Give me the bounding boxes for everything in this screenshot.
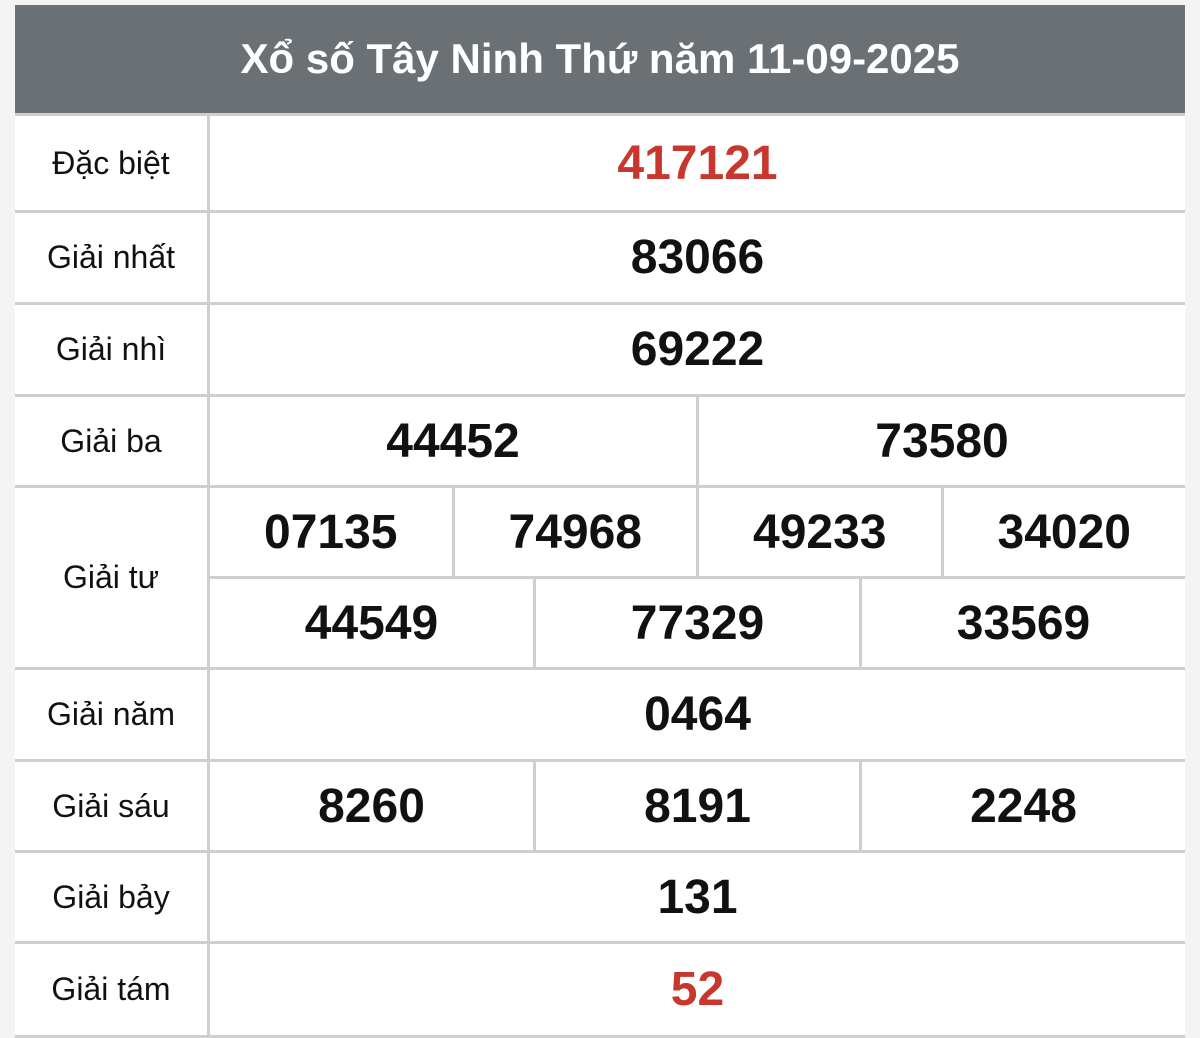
prize-label: Đặc biệt: [15, 116, 210, 210]
prize-number: 49233: [696, 488, 941, 576]
prize-number: 44452: [386, 414, 520, 468]
prize-number: 8191: [533, 762, 859, 850]
prize-row: Giải tư 07135 74968 49233 34020 44549 77329 335…: [15, 488, 1185, 670]
prize-number: 73580: [696, 397, 1185, 485]
prize-number: 69222: [630, 323, 765, 376]
prize-number: 131: [657, 870, 738, 924]
prize-label: Giải tám: [15, 944, 210, 1035]
prize-label: Giải sáu: [15, 762, 210, 850]
prize-row: Giải nhì 69222: [15, 305, 1185, 397]
prize-number: 83066: [630, 231, 765, 284]
prize-number: 07135: [264, 505, 398, 559]
prize-row: Giải ba 44452 73580: [15, 397, 1185, 488]
prize-number: 8260: [318, 779, 425, 833]
prize-row: Giải sáu 8260 8191 2248: [15, 762, 1185, 853]
prize-row: Đặc biệt 417121: [15, 116, 1185, 213]
prize-row: Giải bảy 131: [15, 853, 1185, 944]
prize-row: Giải tám 52: [15, 944, 1185, 1038]
prize-number: 74968: [451, 488, 697, 576]
prize-row: Giải năm 0464: [15, 670, 1185, 762]
prize-number: 2248: [859, 762, 1185, 850]
prize-number: 0464: [644, 688, 751, 741]
prize-row: Giải nhất 83066: [15, 213, 1185, 305]
prize-number: 52: [670, 963, 725, 1016]
prize-label: Giải bảy: [15, 853, 210, 941]
prize-label: Giải nhì: [15, 305, 210, 394]
prize-label: Giải nhất: [15, 213, 210, 302]
prize-label: Giải năm: [15, 670, 210, 759]
results-table: Xổ số Tây Ninh Thứ năm 11-09-2025 Đặc bi…: [15, 5, 1185, 1038]
table-title: Xổ số Tây Ninh Thứ năm 11-09-2025: [15, 5, 1185, 116]
prize-number: 417121: [617, 136, 778, 190]
prize-label: Giải ba: [15, 397, 210, 485]
prize-label: Giải tư: [15, 488, 210, 667]
prize-number: 33569: [859, 579, 1185, 667]
prize-number: 77329: [533, 579, 859, 667]
prize-number: 44549: [304, 596, 439, 650]
prize-number: 34020: [940, 488, 1186, 576]
